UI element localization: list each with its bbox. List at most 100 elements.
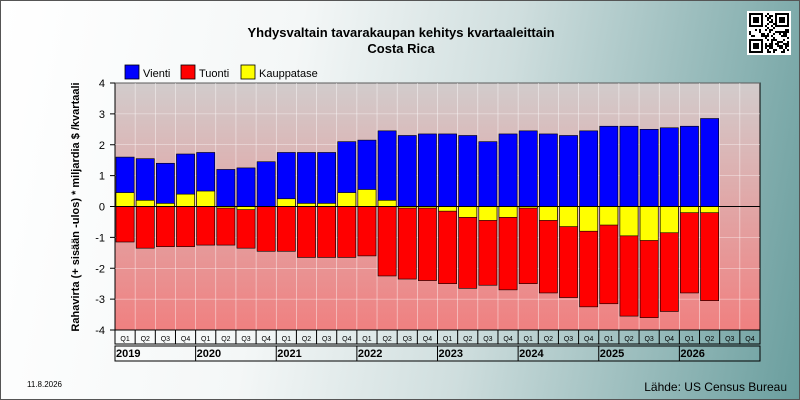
qr-module: [785, 33, 787, 35]
bar-vienti: [418, 133, 437, 207]
qr-module: [771, 47, 773, 49]
qr-module: [769, 29, 771, 31]
qr-module: [785, 45, 787, 47]
bar-vienti: [700, 118, 719, 207]
bar-tuonti: [700, 206, 719, 301]
qr-module: [767, 17, 769, 19]
qr-finder-core: [779, 17, 785, 23]
bar-kauppatase: [559, 206, 578, 227]
bar-vienti: [619, 125, 639, 207]
qr-module: [775, 43, 777, 45]
bar-kauppatase: [438, 206, 457, 212]
qr-module: [749, 33, 751, 35]
qr-module: [787, 49, 789, 51]
qr-module: [779, 31, 781, 33]
legend: Vienti Tuonti Kauppatase: [124, 64, 318, 80]
qr-module: [759, 31, 761, 33]
bar-vienti: [579, 130, 599, 207]
bar-tuonti: [196, 206, 216, 246]
bar-vienti: [599, 125, 619, 207]
qr-module: [755, 29, 757, 31]
bar-tuonti: [216, 206, 236, 246]
qr-module: [769, 15, 771, 17]
y-axis-ticks: 4 3 2 1 0 -1 -2 -3 -4: [95, 78, 115, 337]
qr-module: [777, 31, 779, 33]
qr-module: [779, 45, 781, 47]
qr-module: [765, 45, 767, 47]
legend-swatch: [180, 64, 196, 80]
qr-module: [771, 21, 773, 23]
legend-swatch: [124, 64, 140, 80]
qr-module: [767, 33, 769, 35]
quarter-label: Q4: [584, 336, 593, 343]
bar-vienti: [438, 133, 457, 207]
qr-module: [769, 17, 771, 19]
bar-tuonti: [680, 206, 699, 294]
bar-vienti: [156, 162, 175, 207]
quarter-label: Q2: [463, 336, 472, 343]
bar-kauppatase: [458, 206, 478, 218]
quarter-label: Q4: [181, 336, 190, 343]
qr-module: [771, 45, 773, 47]
qr-module: [779, 47, 781, 49]
y-tick-label: -4: [95, 325, 105, 337]
bar-tuonti: [458, 206, 478, 289]
legend-label: Vienti: [143, 68, 170, 80]
quarter-label: Q4: [342, 336, 351, 343]
quarter-label: Q2: [544, 336, 553, 343]
qr-module: [787, 45, 789, 47]
source-label: Lähde: US Census Bureau: [644, 380, 787, 394]
quarter-label: Q2: [382, 336, 391, 343]
bar-kauppatase: [579, 206, 599, 232]
bar-tuonti: [397, 206, 417, 280]
quarter-label: Q4: [262, 336, 271, 343]
qr-finder-core: [753, 17, 759, 23]
qr-module: [787, 31, 789, 33]
quarter-label: Q2: [221, 336, 230, 343]
bar-kauppatase: [538, 206, 558, 221]
qr-module: [773, 39, 775, 41]
bar-kauppatase: [135, 200, 155, 207]
qr-module: [751, 35, 753, 37]
bar-kauppatase: [599, 206, 619, 226]
bar-vienti: [478, 141, 498, 207]
quarter-label: Q2: [705, 336, 714, 343]
bar-tuonti: [176, 206, 195, 247]
qr-module: [763, 33, 765, 35]
qr-module: [771, 41, 773, 43]
quarter-label: Q2: [624, 336, 633, 343]
quarter-label: Q3: [644, 336, 653, 343]
qr-module: [765, 35, 767, 37]
quarter-label: Q1: [362, 336, 371, 343]
bar-kauppatase: [639, 206, 659, 241]
qr-module: [765, 29, 767, 31]
bar-tuonti: [135, 206, 155, 249]
qr-module: [783, 35, 785, 37]
qr-module: [783, 31, 785, 33]
qr-module: [767, 51, 769, 53]
qr-module: [775, 49, 777, 51]
y-tick-label: 4: [99, 78, 105, 90]
qr-module: [765, 37, 767, 39]
bar-tuonti: [438, 206, 457, 284]
year-label: 2025: [600, 348, 624, 360]
bar-vienti: [458, 135, 478, 207]
year-label: 2021: [277, 348, 301, 360]
bar-tuonti: [498, 206, 518, 291]
quarter-label: Q3: [161, 336, 170, 343]
bar-tuonti: [236, 206, 256, 249]
bar-kauppatase: [196, 190, 216, 207]
qr-module: [767, 23, 769, 25]
qr-module: [777, 41, 779, 43]
qr-module: [773, 37, 775, 39]
qr-module: [753, 35, 755, 37]
bar-kauppatase: [176, 193, 195, 207]
qr-module: [779, 33, 781, 35]
qr-module: [771, 43, 773, 45]
year-label: 2026: [680, 348, 704, 360]
bar-kauppatase: [276, 198, 296, 207]
legend-swatch: [240, 64, 256, 80]
qr-module: [765, 47, 767, 49]
bar-vienti: [317, 152, 337, 207]
qr-module: [765, 25, 767, 27]
